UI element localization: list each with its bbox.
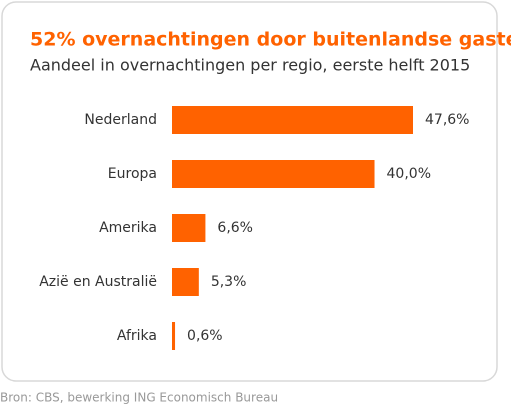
- category-label: Azië en Australië: [39, 274, 157, 290]
- chart-subtitle: Aandeel in overnachtingen per regio, eer…: [30, 56, 470, 75]
- source: Bron: CBS, bewerking ING Economisch Bure…: [0, 391, 278, 405]
- bar: [172, 268, 199, 296]
- value-label: 40,0%: [387, 166, 431, 182]
- bar: [172, 214, 206, 242]
- value-label: 0,6%: [187, 328, 223, 344]
- category-label: Amerika: [99, 220, 157, 236]
- category-label: Europa: [108, 166, 157, 182]
- bar: [172, 322, 176, 350]
- value-label: 5,3%: [211, 274, 247, 290]
- card: [1, 1, 498, 382]
- bar: [172, 106, 413, 134]
- chart-title: 52% overnachtingen door buitenlandse gas…: [30, 29, 511, 51]
- value-label: 47,6%: [425, 112, 469, 128]
- bar: [172, 160, 375, 188]
- category-label: Nederland: [84, 112, 157, 128]
- value-label: 6,6%: [217, 220, 253, 236]
- category-label: Afrika: [117, 328, 157, 344]
